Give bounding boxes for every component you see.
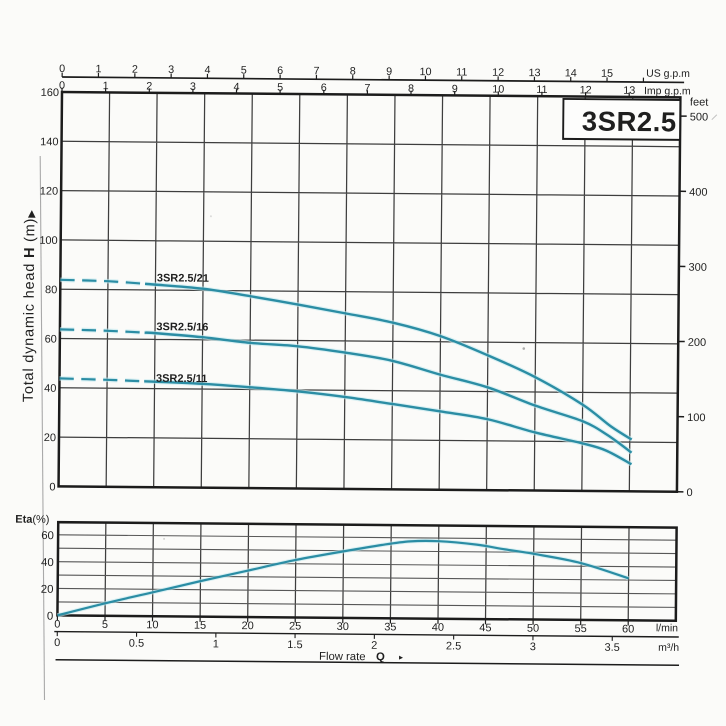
svg-text:5: 5 [277, 82, 283, 94]
svg-text:5: 5 [102, 619, 108, 631]
svg-text:20: 20 [44, 432, 56, 444]
svg-text:10: 10 [492, 84, 504, 96]
svg-text:50: 50 [527, 623, 539, 635]
svg-text:8: 8 [350, 66, 356, 78]
svg-text:9: 9 [386, 66, 392, 78]
svg-text:60: 60 [45, 333, 57, 345]
svg-text:2.5: 2.5 [446, 640, 461, 652]
svg-text:▸: ▸ [399, 653, 403, 662]
svg-text:11: 11 [456, 66, 467, 78]
svg-text:13: 13 [623, 85, 635, 97]
svg-text:11: 11 [536, 84, 547, 96]
svg-text:10: 10 [419, 66, 431, 78]
svg-text:US g.p.m: US g.p.m [646, 68, 690, 80]
svg-text:14: 14 [565, 67, 577, 79]
svg-text:6: 6 [277, 65, 283, 77]
svg-text:4: 4 [233, 81, 239, 93]
svg-text:Q: Q [376, 651, 385, 663]
svg-text:2: 2 [146, 81, 152, 93]
svg-text:Total dynamic head H (m)▶: Total dynamic head H (m)▶ [21, 209, 39, 402]
svg-text:120: 120 [40, 186, 58, 198]
svg-text:6: 6 [321, 82, 327, 94]
svg-text:1.5: 1.5 [287, 639, 302, 651]
svg-text:20: 20 [41, 584, 54, 596]
svg-text:40: 40 [41, 557, 54, 569]
svg-text:15: 15 [601, 68, 613, 80]
svg-text:1: 1 [95, 63, 101, 75]
svg-text:Imp g.p.m: Imp g.p.m [644, 85, 691, 97]
svg-text:45: 45 [479, 622, 491, 634]
svg-text:25: 25 [289, 621, 301, 633]
svg-text:7: 7 [313, 65, 319, 77]
svg-text:200: 200 [688, 337, 706, 349]
svg-text:12: 12 [580, 84, 592, 96]
svg-text:40: 40 [432, 622, 444, 634]
svg-text:3SR2.5/16: 3SR2.5/16 [156, 321, 208, 333]
svg-text:3: 3 [168, 64, 174, 76]
svg-text:Flow rate: Flow rate [319, 651, 366, 663]
svg-text:100: 100 [687, 412, 705, 424]
svg-text:Eta(%): Eta(%) [15, 514, 49, 526]
svg-text:0: 0 [47, 611, 53, 623]
svg-text:15: 15 [194, 620, 206, 632]
svg-text:0: 0 [54, 618, 60, 630]
svg-text:0: 0 [686, 487, 692, 499]
svg-text:40: 40 [44, 383, 56, 395]
svg-text:4: 4 [204, 64, 210, 76]
svg-text:20: 20 [241, 620, 253, 632]
svg-text:5: 5 [241, 65, 247, 77]
svg-text:500: 500 [690, 111, 708, 123]
svg-text:55: 55 [574, 623, 586, 635]
svg-text:8: 8 [408, 83, 414, 95]
svg-text:35: 35 [384, 621, 396, 633]
svg-text:160: 160 [41, 87, 59, 99]
svg-text:140: 140 [40, 136, 58, 148]
svg-text:60: 60 [622, 623, 634, 635]
svg-text:0.5: 0.5 [129, 638, 144, 650]
svg-text:0: 0 [54, 637, 60, 649]
svg-text:m³/h: m³/h [658, 642, 679, 654]
svg-text:3SR2.5/11: 3SR2.5/11 [156, 373, 207, 385]
svg-text:3SR2.5: 3SR2.5 [582, 106, 677, 138]
svg-text:3: 3 [530, 641, 536, 653]
svg-text:80: 80 [45, 284, 57, 296]
svg-text:3.5: 3.5 [604, 642, 619, 654]
svg-text:30: 30 [337, 621, 349, 633]
svg-text:10: 10 [146, 619, 158, 631]
svg-text:l/min: l/min [656, 622, 678, 634]
svg-text:9: 9 [452, 83, 458, 95]
svg-text:300: 300 [688, 262, 706, 274]
svg-text:3SR2.5/21: 3SR2.5/21 [157, 272, 209, 284]
svg-text:0: 0 [49, 481, 55, 493]
svg-text:0: 0 [59, 80, 65, 92]
svg-text:3: 3 [190, 81, 196, 93]
svg-text:12: 12 [492, 67, 504, 79]
svg-text:400: 400 [689, 187, 707, 199]
svg-text:100: 100 [39, 235, 57, 247]
svg-text:0: 0 [59, 63, 65, 75]
svg-text:7: 7 [364, 82, 370, 94]
svg-text:2: 2 [132, 64, 138, 76]
svg-text:13: 13 [528, 67, 540, 79]
svg-text:60: 60 [41, 530, 54, 542]
svg-text:1: 1 [103, 80, 109, 92]
svg-text:1: 1 [213, 638, 219, 650]
svg-text:feet: feet [690, 96, 708, 108]
svg-text:2: 2 [371, 640, 377, 652]
